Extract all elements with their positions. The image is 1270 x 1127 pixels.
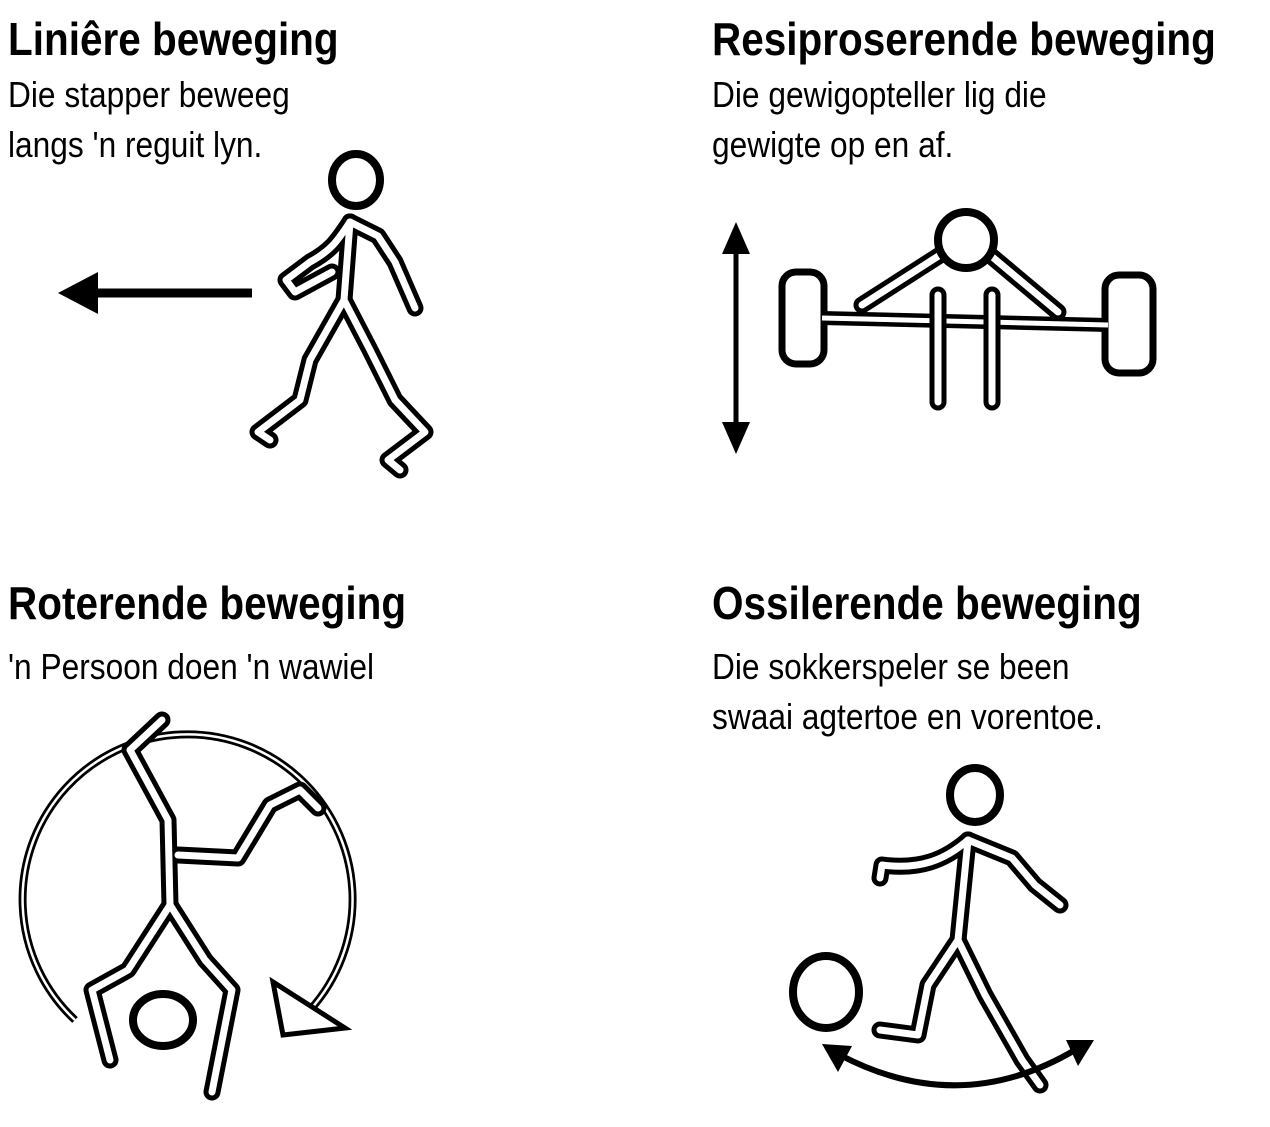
- panel-description-line-1: 'n Persoon doen 'n wawiel: [8, 646, 375, 687]
- panel-description-line-1: Die sokkerspeler se been: [712, 646, 1070, 687]
- curved-double-arrow-icon: [822, 1040, 1094, 1089]
- weightlifter-illustration: [722, 208, 1157, 454]
- panel-description-line-2: gewigte op en af.: [712, 124, 954, 165]
- walking-figure-illustration: [58, 150, 434, 479]
- panel-description-line-2: swaai agtertoe en vorentoe.: [712, 696, 1103, 737]
- panel-title: Ossilerende beweging: [712, 577, 1142, 629]
- soccer-player-icon: [789, 764, 1069, 1094]
- panel-rotating-motion: Roterende beweging 'n Persoon doen 'n wa…: [8, 578, 460, 692]
- cartwheel-figure-icon: [83, 711, 327, 1101]
- panel-title: Liniêre beweging: [8, 13, 339, 65]
- panel-description-line-1: Die stapper beweeg: [8, 74, 290, 115]
- up-down-arrow-icon: [722, 222, 750, 454]
- panel-title: Roterende beweging: [8, 577, 407, 629]
- panel-description-line-2: langs 'n reguit lyn.: [8, 124, 263, 165]
- weightlifter-icon: [778, 208, 1157, 411]
- panel-linear-motion: Liniêre beweging Die stapper beweeg lang…: [8, 14, 384, 170]
- panel-title: Resiproserende beweging: [712, 13, 1216, 65]
- panel-reciprocating-motion: Resiproserende beweging Die gewigoptelle…: [712, 14, 1270, 170]
- left-arrow-icon: [58, 272, 252, 314]
- rotation-circle-icon: [18, 730, 357, 1038]
- walking-figure-icon: [249, 150, 434, 479]
- panel-description-line-1: Die gewigopteller lig die: [712, 74, 1047, 115]
- soccer-player-illustration: [789, 764, 1094, 1094]
- cartwheel-illustration: [18, 711, 357, 1101]
- panel-oscillating-motion: Ossilerende beweging Die sokkerspeler se…: [712, 578, 1200, 742]
